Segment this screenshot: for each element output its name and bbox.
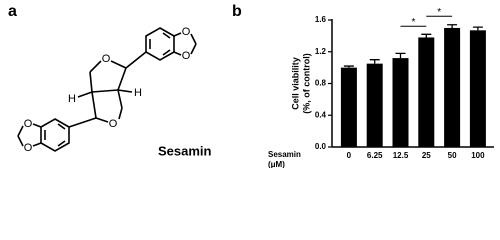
x-tick-label: 6.25 [367,151,383,160]
bar [340,67,357,147]
y-tick-label: 0.4 [315,110,327,119]
atom-label: O [24,118,33,130]
bar [469,30,486,148]
bar [444,27,461,147]
bar [418,37,435,147]
error-bar [369,59,380,64]
compound-name: Sesamin [158,143,212,158]
error-bar [472,26,483,31]
panel-label: b [232,3,242,20]
y-tick-label: 1.2 [315,47,327,56]
bar-chart: 0.0 0.4 0.8 1.2 1.6 Cell viability (%, of cont… [268,7,494,168]
error-bar [343,65,354,68]
y-tick-label: 0.8 [315,79,327,88]
y-axis-label: Cell viability [290,57,300,110]
y-axis-label: (%, of control) [301,53,311,114]
significance-mark: * [411,17,415,28]
atom-label: H [68,93,76,105]
x-tick-label: 12.5 [393,151,409,160]
x-tick-label: 25 [422,151,431,160]
x-axis-label: (μM) [268,160,285,168]
error-bar [447,24,458,28]
structure-bonds [17,27,197,152]
x-tick-label: 0 [347,151,352,160]
x-tick-label: 100 [471,151,485,160]
x-axis-label: Sesamin [268,150,301,159]
bar [366,63,383,147]
significance-mark: * [437,7,441,18]
bar [392,58,409,147]
x-tick-label: 50 [448,151,457,160]
atom-label: O [102,53,111,65]
y-tick-label: 1.6 [315,15,327,24]
atom-label: O [182,50,191,62]
atom-label: O [109,118,118,130]
atom-label: O [24,142,33,154]
atom-label: H [134,87,142,99]
error-bar [395,52,406,59]
error-bar [421,33,432,38]
panel-label: a [8,3,17,20]
figure: a b O O O O O O H H Sesamin 0.0 0.4 0.8 1.2… [8,3,494,168]
y-tick-label: 0.0 [315,142,327,151]
atom-label: O [182,26,191,38]
